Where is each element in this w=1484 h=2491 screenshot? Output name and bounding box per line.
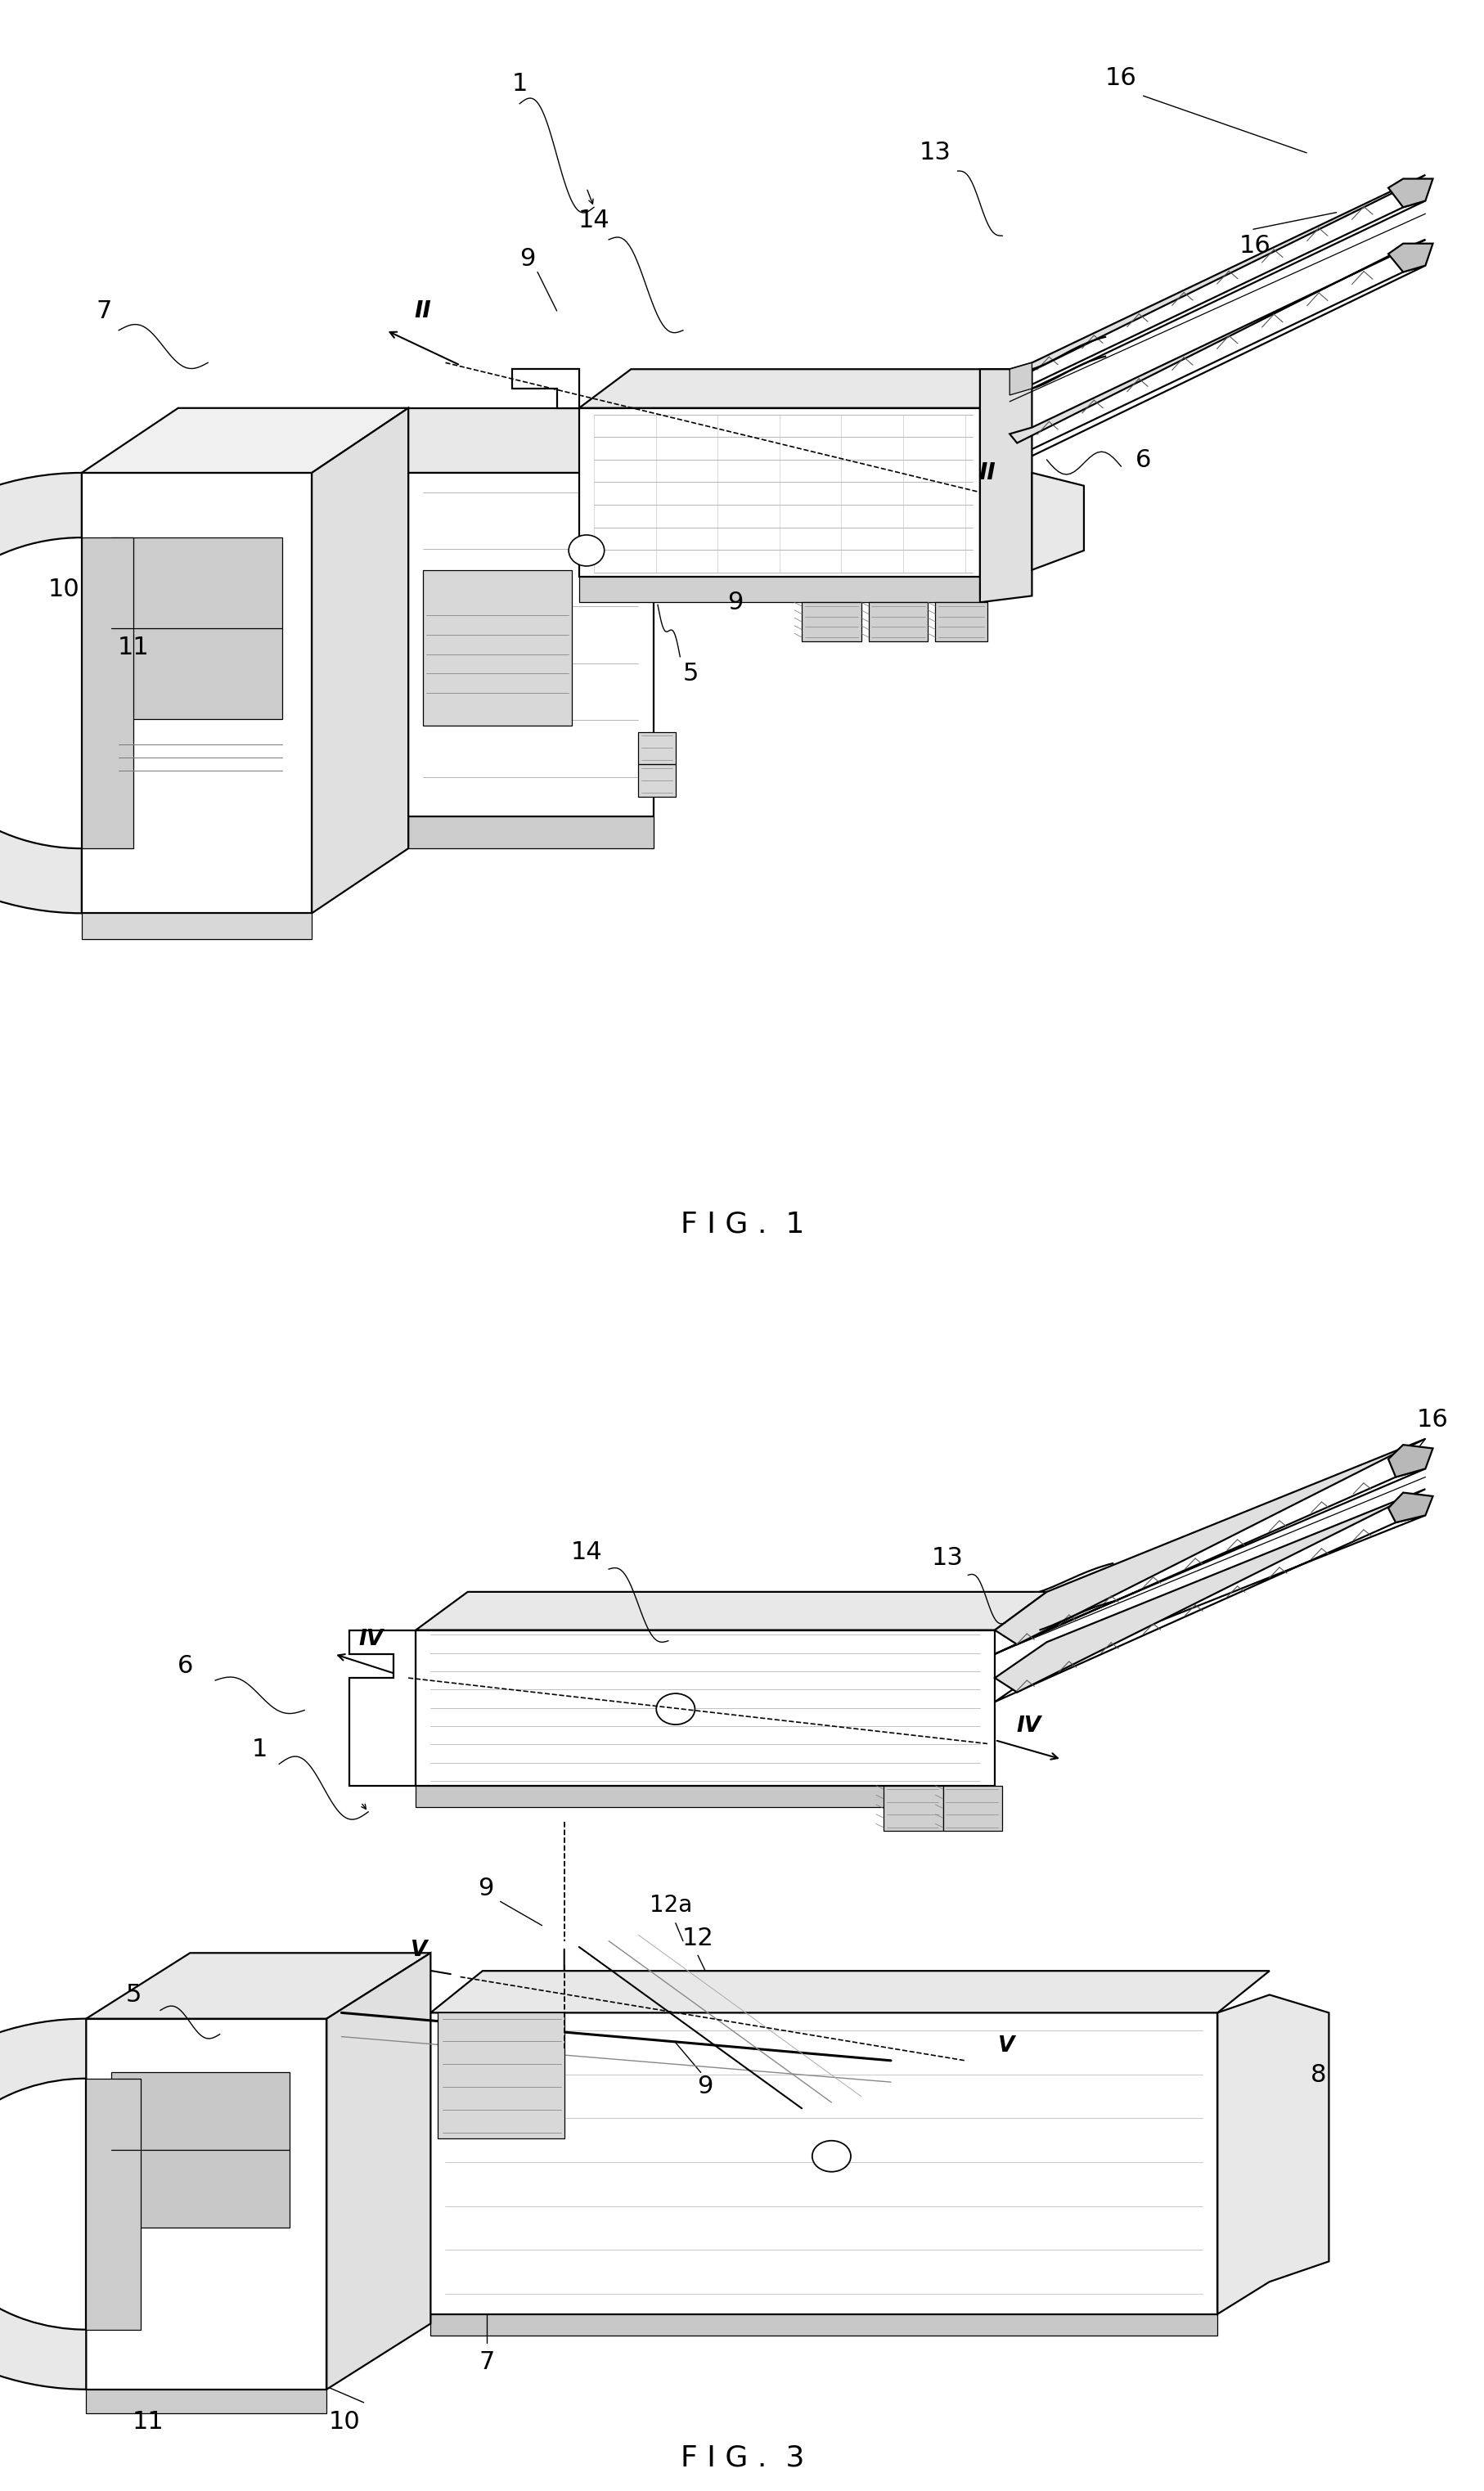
Wedge shape [0,473,82,914]
Polygon shape [1009,202,1425,396]
Text: 14: 14 [570,1539,603,1564]
Circle shape [568,536,604,565]
Polygon shape [638,765,675,797]
Text: 7: 7 [96,299,111,324]
Polygon shape [579,575,979,603]
Polygon shape [1388,1492,1432,1522]
Text: IV: IV [359,1629,383,1652]
Text: 16: 16 [1416,1407,1448,1432]
Polygon shape [868,603,928,640]
Polygon shape [935,603,987,640]
Polygon shape [408,409,653,473]
Polygon shape [416,1786,994,1806]
Polygon shape [111,2073,289,2227]
Polygon shape [801,603,861,640]
Polygon shape [86,2018,326,2389]
Polygon shape [438,2013,564,2137]
Polygon shape [82,409,408,473]
Text: IV: IV [1017,1716,1040,1736]
Text: 8: 8 [1310,2063,1325,2087]
Polygon shape [111,538,282,720]
Polygon shape [1009,239,1425,443]
Wedge shape [0,2018,86,2389]
Polygon shape [994,1470,1425,1654]
Text: 9: 9 [478,1876,493,1901]
Polygon shape [82,538,134,849]
Text: F I G .  3: F I G . 3 [680,2444,804,2471]
Polygon shape [883,1786,942,1831]
Polygon shape [423,570,571,725]
Polygon shape [1388,1445,1432,1477]
Text: 14: 14 [577,209,610,232]
Text: 11: 11 [132,2409,165,2434]
Circle shape [656,1694,695,1724]
Polygon shape [82,914,312,939]
Text: 12a: 12a [650,1893,692,1916]
Circle shape [812,2140,850,2172]
Polygon shape [942,1786,1002,1831]
Text: II: II [414,299,432,321]
Text: 1: 1 [512,72,527,97]
Text: V: V [997,2035,1015,2058]
Text: 12: 12 [681,1926,714,1950]
Text: 6: 6 [1135,448,1150,471]
Polygon shape [82,473,312,914]
Polygon shape [430,2314,1217,2337]
Polygon shape [1009,267,1425,461]
Text: 16: 16 [1238,234,1270,259]
Polygon shape [1009,364,1031,396]
Polygon shape [326,1953,430,2389]
Text: F I G .  1: F I G . 1 [680,1211,804,1238]
Polygon shape [979,369,1031,603]
Text: 16: 16 [1104,65,1137,90]
Polygon shape [86,2389,326,2414]
Text: 11: 11 [117,635,150,660]
Text: 7: 7 [479,2349,494,2374]
Text: 9: 9 [697,2075,712,2100]
Text: 1: 1 [252,1739,267,1761]
Polygon shape [430,2013,1217,2314]
Polygon shape [994,1515,1425,1701]
Text: 10: 10 [47,578,80,600]
Text: 6: 6 [178,1654,193,1679]
Polygon shape [579,409,979,575]
Text: 13: 13 [930,1547,963,1569]
Text: 10: 10 [328,2409,361,2434]
Text: II: II [978,461,996,483]
Polygon shape [416,1629,994,1786]
Polygon shape [312,409,408,914]
Polygon shape [349,1629,416,1786]
Polygon shape [1009,174,1425,379]
Polygon shape [1388,244,1432,272]
Text: 13: 13 [919,142,951,164]
Polygon shape [994,1490,1425,1691]
Polygon shape [579,369,1031,409]
Polygon shape [638,732,675,765]
Polygon shape [994,1440,1425,1644]
Polygon shape [86,1953,430,2018]
Polygon shape [512,369,579,409]
Polygon shape [416,1592,1046,1629]
Polygon shape [430,1970,1269,2013]
Polygon shape [1388,179,1432,207]
Text: 5: 5 [126,1983,141,2008]
Polygon shape [408,473,653,817]
Text: V: V [410,1940,427,1960]
Text: 9: 9 [727,590,742,615]
Text: 9: 9 [519,247,534,272]
Text: 5: 5 [683,663,697,685]
Polygon shape [1217,1995,1328,2314]
Polygon shape [86,2077,141,2329]
Polygon shape [408,817,653,849]
Polygon shape [1031,473,1083,570]
